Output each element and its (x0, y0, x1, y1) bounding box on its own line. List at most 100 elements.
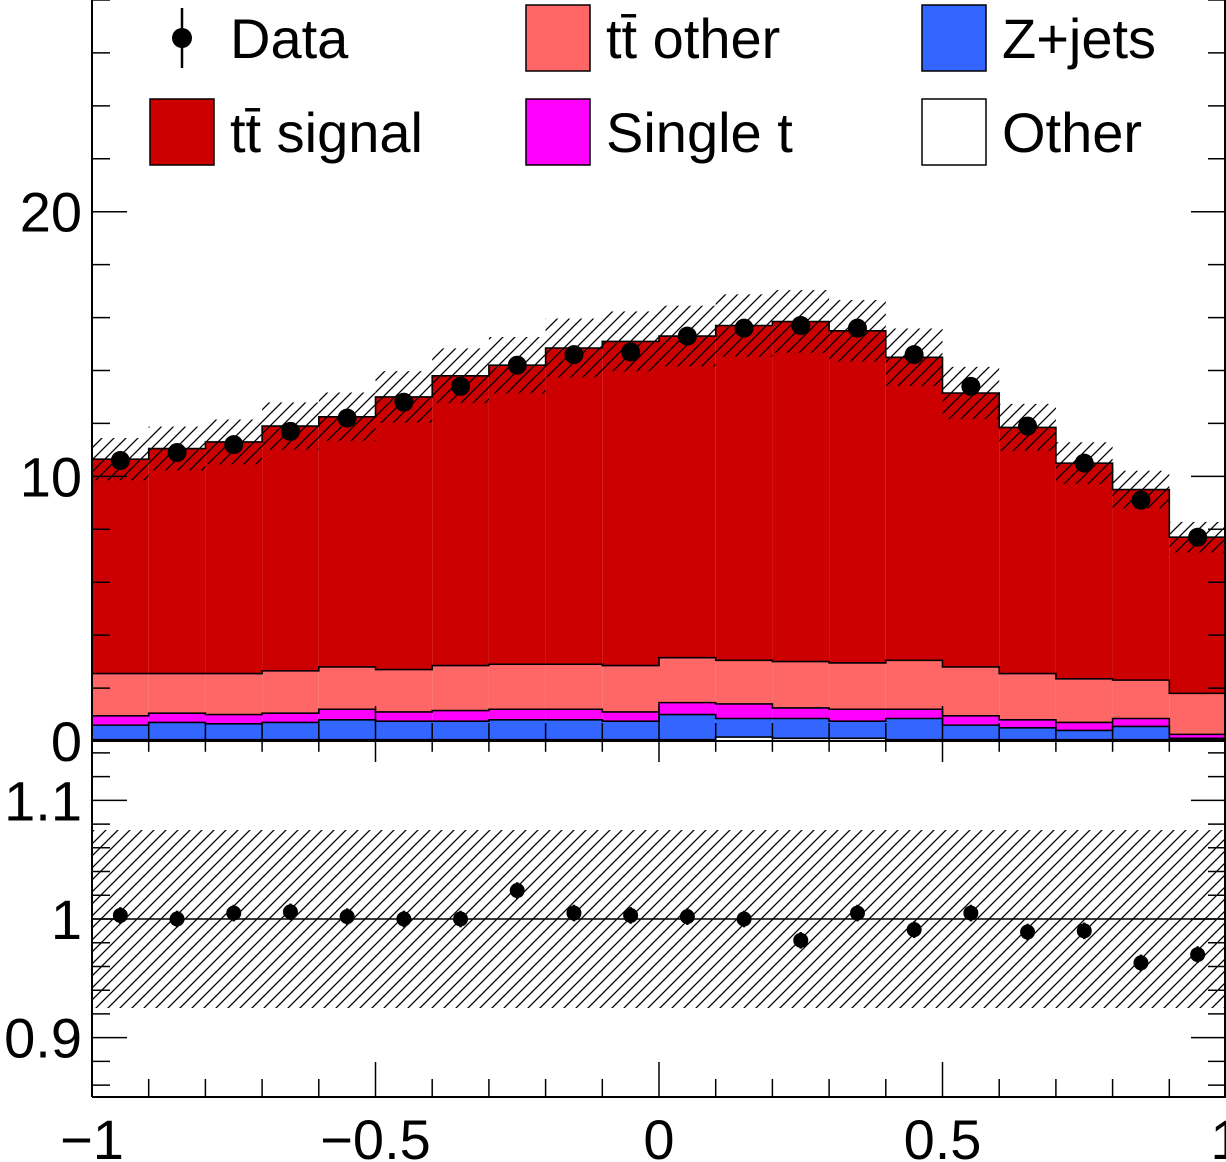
bar-tt-other (602, 665, 659, 712)
bar-z-jets (772, 718, 830, 739)
data-point (961, 376, 981, 396)
bar-single-t (1169, 734, 1226, 739)
bar-tt-other (1112, 680, 1170, 719)
legend-swatch-single-t (525, 98, 591, 166)
ratio-point (566, 905, 582, 921)
ratio-point (112, 907, 128, 923)
bar-tt-signal (92, 459, 149, 674)
data-point (847, 318, 867, 338)
ratio-point (736, 911, 752, 927)
ratio-point (282, 904, 298, 920)
bar-tt-signal (262, 426, 319, 671)
bar-other (829, 738, 886, 741)
legend-label-other: Other (1002, 101, 1142, 164)
ratio-point (226, 905, 242, 921)
x-tick-label: −1 (60, 1108, 124, 1162)
legend-label-single-t: Single t (606, 101, 793, 164)
data-point (1131, 490, 1151, 510)
ratio-point (339, 909, 355, 925)
bar-tt-other (715, 660, 773, 704)
legend: Data tt̄ other Z+jets tt̄ signal Single t Oth… (149, 4, 1156, 166)
bar-z-jets (148, 722, 206, 740)
bar-tt-signal (545, 348, 603, 665)
ratio-points (112, 882, 1206, 972)
bar-tt-other (999, 673, 1056, 720)
ratio-point (963, 905, 979, 921)
bar-z-jets (488, 719, 546, 740)
bar-z-jets (1055, 730, 1113, 740)
bar-z-jets (715, 718, 773, 738)
bar-single-t (318, 709, 376, 720)
x-axis: −1 −0.5 0 0.5 1 (60, 706, 1226, 1162)
bar-tt-other (829, 662, 886, 710)
ratio-y-tick-label: 1 (51, 888, 82, 951)
ratio-point (906, 922, 922, 938)
bar-z-jets (999, 727, 1056, 740)
bar-tt-signal (772, 321, 830, 662)
bar-tt-other (1055, 678, 1113, 723)
bar-z-jets (262, 722, 319, 740)
bar-single-t (432, 710, 489, 722)
main-y-tick-label: 0 (51, 710, 82, 773)
bar-tt-other (942, 666, 1000, 716)
bar-z-jets (942, 725, 1000, 740)
ratio-point (1076, 923, 1092, 939)
bar-single-t (375, 711, 433, 722)
ratio-point (169, 911, 185, 927)
bar-single-t (205, 714, 263, 724)
data-point (564, 345, 584, 365)
data-point (791, 316, 811, 336)
legend-swatch-other (921, 98, 987, 166)
main-y-axis: 0 10 20 (20, 0, 1226, 773)
bar-single-t (148, 713, 206, 723)
bar-z-jets (432, 721, 489, 740)
main-y-tick-label: 10 (20, 445, 82, 508)
legend-swatch-z-jets (921, 4, 987, 72)
data-point (621, 342, 641, 362)
x-tick-label: 0.5 (904, 1108, 982, 1162)
data-point (1074, 453, 1094, 473)
bar-tt-signal (1169, 537, 1226, 694)
bar-tt-signal (1112, 489, 1170, 681)
ratio-point (793, 932, 809, 948)
outline-tt-other (92, 656, 1226, 695)
data-point (280, 421, 300, 441)
bar-tt-signal (829, 330, 886, 663)
ratio-point (1133, 955, 1149, 971)
bar-other (772, 738, 830, 741)
bar-tt-other (148, 673, 206, 714)
bar-tt-other (545, 664, 603, 710)
legend-swatch-tt-other (525, 4, 591, 72)
data-point (904, 345, 924, 365)
legend-label-tt-signal: tt̄ signal (230, 101, 423, 164)
data-point (110, 450, 130, 470)
bar-tt-signal (432, 375, 489, 666)
bar-tt-signal (942, 392, 1000, 667)
bar-z-jets (205, 723, 263, 740)
uncertainty-band-bin (602, 311, 659, 372)
ratio-point (679, 909, 695, 925)
bar-single-t (1055, 722, 1113, 731)
bar-tt-signal (999, 427, 1056, 674)
bar-single-t (942, 715, 1000, 726)
bar-tt-signal (375, 396, 433, 670)
bar-tt-other (92, 673, 149, 716)
legend-label-data: Data (230, 7, 349, 70)
bar-z-jets (375, 721, 433, 740)
ratio-y-tick-label: 0.9 (4, 1007, 82, 1070)
main-y-tick-label: 20 (20, 181, 82, 244)
ratio-y-axis: 0.9 1 1.1 (4, 752, 1226, 1086)
ratio-point (849, 905, 865, 921)
bar-single-t (885, 709, 943, 719)
data-point (451, 376, 471, 396)
bar-tt-other (318, 666, 376, 710)
bar-z-jets (885, 718, 943, 740)
bar-tt-other (659, 657, 716, 703)
legend-swatch-tt-signal (149, 98, 215, 166)
bar-tt-other (262, 670, 319, 714)
bar-z-jets (318, 719, 376, 740)
ratio-y-tick-label: 1.1 (4, 769, 82, 832)
bar-z-jets (1112, 726, 1170, 740)
bar-single-t (1112, 718, 1170, 727)
